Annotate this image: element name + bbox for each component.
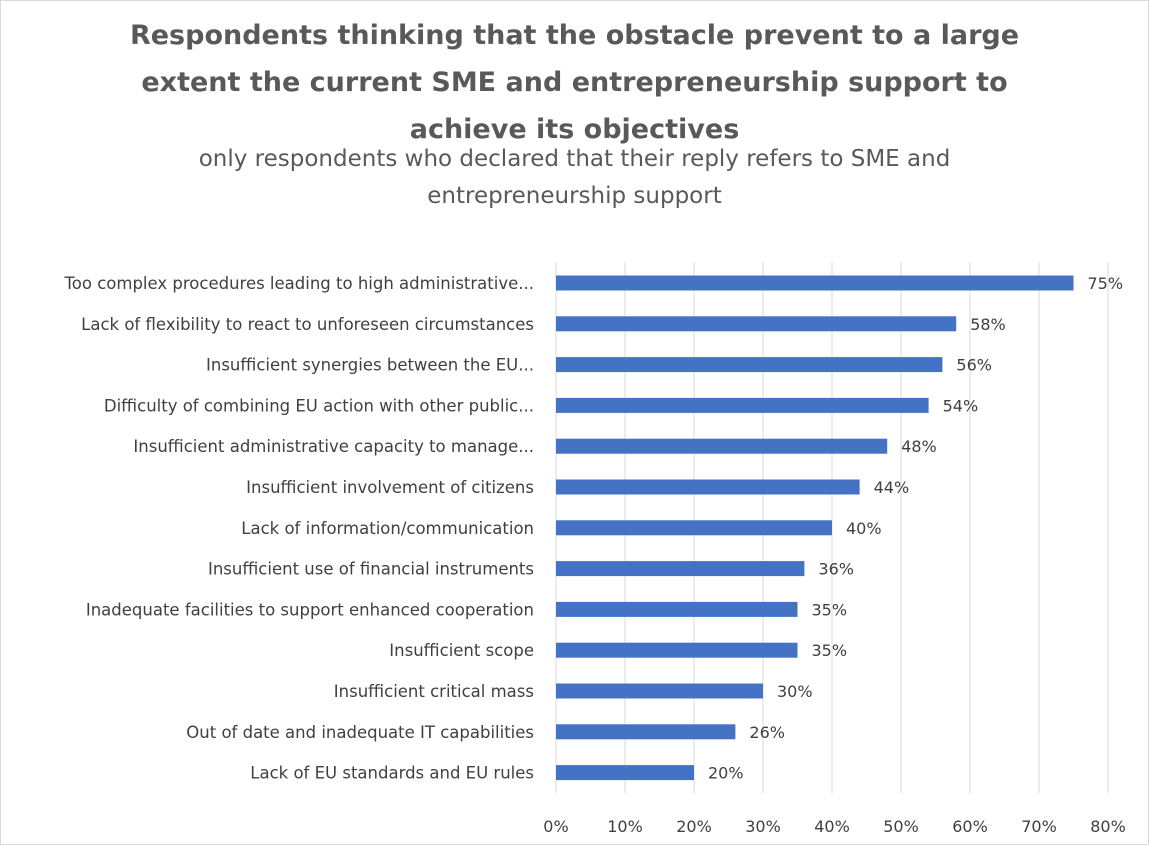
bar	[556, 357, 943, 373]
value-label: 58%	[970, 315, 1006, 334]
chart-subtitle-line: only respondents who declared that their…	[198, 146, 951, 172]
value-label: 56%	[956, 356, 992, 375]
value-label: 75%	[1088, 274, 1124, 293]
x-tick-label: 70%	[1021, 817, 1057, 836]
value-label: 26%	[749, 723, 785, 742]
value-label: 44%	[874, 478, 910, 497]
bar	[556, 601, 798, 617]
chart-title-line: Respondents thinking that the obstacle p…	[129, 20, 1020, 51]
value-label: 35%	[812, 641, 848, 660]
value-label: 35%	[812, 600, 848, 619]
category-label: Insufficient administrative capacity to …	[133, 437, 534, 456]
chart-subtitle: only respondents who declared that their…	[0, 141, 1149, 215]
category-label: Out of date and inadequate IT capabiliti…	[186, 723, 534, 742]
bar	[556, 275, 1074, 291]
category-label: Lack of information/communication	[241, 519, 534, 538]
value-label: 30%	[777, 682, 813, 701]
x-tick-label: 20%	[676, 817, 712, 836]
bar	[556, 438, 888, 454]
x-tick-label: 30%	[745, 817, 781, 836]
category-label: Insufficient synergies between the EU...	[206, 356, 534, 375]
category-label: Difficulty of combining EU action with o…	[104, 396, 534, 415]
category-label: Insufficient scope	[389, 641, 534, 660]
value-label: 36%	[818, 560, 854, 579]
value-label: 54%	[943, 396, 979, 415]
chart-title-line: achieve its objectives	[409, 114, 740, 145]
value-label: 40%	[846, 519, 882, 538]
bar	[556, 683, 763, 699]
x-tick-label: 80%	[1090, 817, 1126, 836]
x-tick-label: 0%	[543, 817, 568, 836]
category-label: Insufficient involvement of citizens	[246, 478, 534, 497]
bar	[556, 642, 798, 658]
bar	[556, 479, 860, 495]
bar	[556, 520, 832, 536]
category-label: Insufficient critical mass	[334, 682, 534, 701]
bar	[556, 397, 929, 413]
chart-title: Respondents thinking that the obstacle p…	[0, 12, 1149, 153]
chart-title-line: extent the current SME and entrepreneurs…	[141, 67, 1008, 98]
x-tick-label: 40%	[814, 817, 850, 836]
bar	[556, 561, 805, 577]
chart-subtitle-line: entrepreneurship support	[427, 183, 722, 209]
x-tick-label: 50%	[883, 817, 919, 836]
category-label: Insufficient use of financial instrument…	[208, 560, 534, 579]
category-label: Inadequate facilities to support enhance…	[86, 600, 534, 619]
value-label: 48%	[901, 437, 937, 456]
x-tick-label: 10%	[607, 817, 643, 836]
category-label: Too complex procedures leading to high a…	[64, 274, 535, 293]
x-tick-label: 60%	[952, 817, 988, 836]
category-label: Lack of EU standards and EU rules	[250, 764, 534, 783]
bar	[556, 724, 736, 740]
category-label: Lack of flexibility to react to unforese…	[81, 315, 534, 334]
bar	[556, 316, 957, 332]
bar	[556, 765, 694, 781]
value-label: 20%	[708, 764, 744, 783]
